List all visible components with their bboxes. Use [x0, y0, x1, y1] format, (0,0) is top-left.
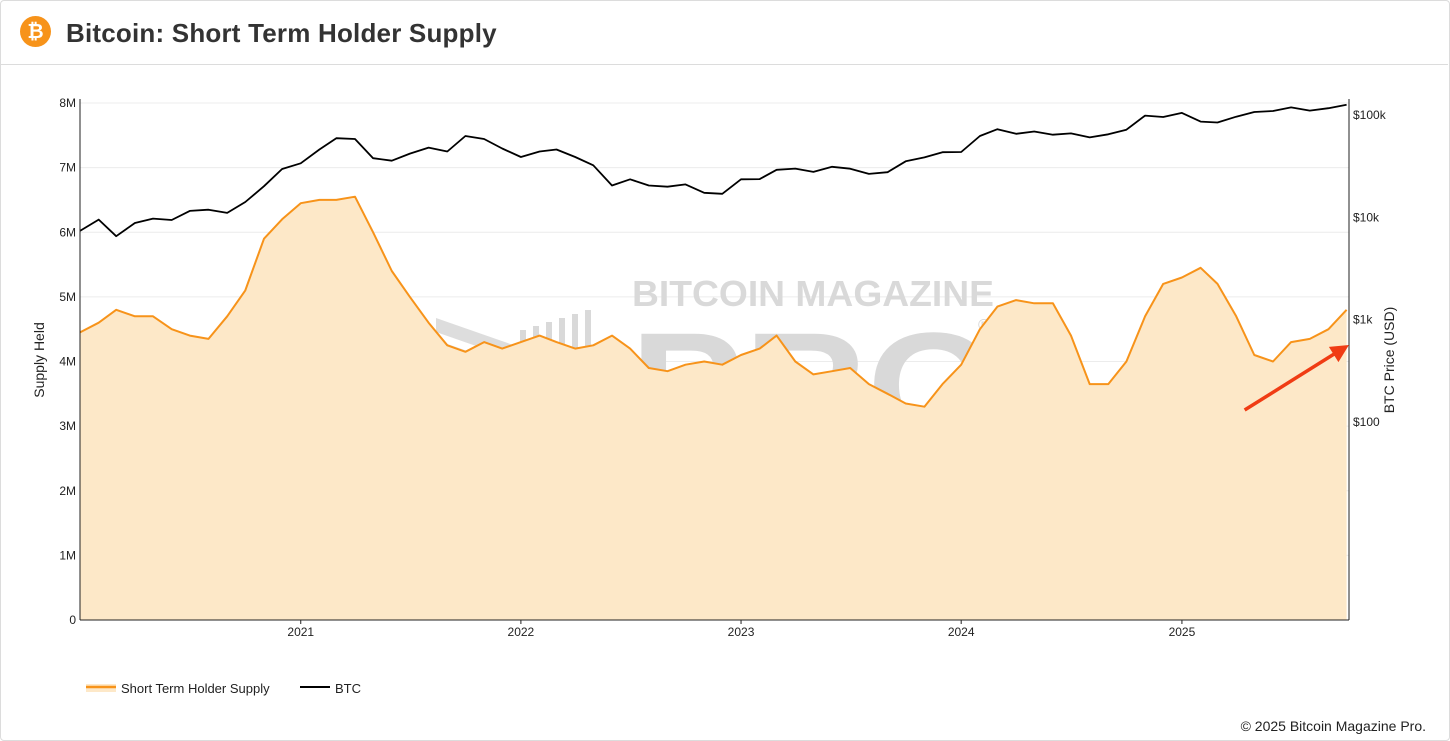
legend-label-btc: BTC — [335, 681, 361, 696]
y-left-tick-label: 2M — [59, 484, 76, 498]
watermark-text-top: BITCOIN MAGAZINE — [632, 273, 994, 314]
x-tick-label: 2022 — [508, 625, 535, 639]
x-tick-label: 2025 — [1169, 625, 1196, 639]
y-right-tick-label: $100k — [1353, 108, 1387, 122]
x-tick-label: 2023 — [728, 625, 755, 639]
y-left-tick-label: 4M — [59, 355, 76, 369]
legend-item-btc[interactable]: BTC — [300, 681, 361, 696]
page-title: Bitcoin: Short Term Holder Supply — [66, 18, 497, 48]
y-left-tick-label: 8M — [59, 96, 76, 110]
series-layer — [79, 103, 1348, 620]
y-left-tick-label: 1M — [59, 548, 76, 562]
trend-arrow-icon — [1243, 349, 1340, 412]
y-right-tick-label: $1k — [1353, 313, 1373, 327]
chart-header: ₿ Bitcoin: Short Term Holder Supply — [0, 0, 1448, 65]
y-left-tick-label: 6M — [59, 225, 76, 239]
legend-label-supply: Short Term Holder Supply — [121, 681, 270, 696]
bitcoin-logo-icon: ₿ — [20, 16, 51, 47]
copyright-footer: © 2025 Bitcoin Magazine Pro. — [1240, 718, 1426, 734]
y-left-tick-label: 7M — [59, 161, 76, 175]
y-left-tick-label: 0 — [69, 613, 76, 627]
y-left-tick-label: 3M — [59, 419, 76, 433]
legend-item-supply[interactable]: Short Term Holder Supply — [86, 681, 270, 696]
y-axis-left-title: Supply Held — [31, 322, 47, 398]
btc-price-line — [79, 103, 1347, 238]
supply-area — [80, 196, 1347, 620]
supply-line — [79, 195, 1348, 408]
axes: 0 1M 2M 3M 4M 5M 6M 7M 8M 2021 2022 2023 2024 2025 $10… — [59, 96, 1386, 639]
y-right-tick-label: $100 — [1353, 415, 1380, 429]
annotations — [1243, 345, 1349, 412]
y-left-tick-label: 5M — [59, 290, 76, 304]
y-right-tick-label: $10k — [1353, 210, 1380, 224]
x-tick-label: 2021 — [287, 625, 314, 639]
x-tick-label: 2024 — [948, 625, 975, 639]
legend: Short Term Holder Supply BTC — [86, 681, 361, 696]
y-axis-right-title: BTC Price (USD) — [1381, 307, 1397, 414]
trend-arrowhead-icon — [1328, 345, 1349, 363]
